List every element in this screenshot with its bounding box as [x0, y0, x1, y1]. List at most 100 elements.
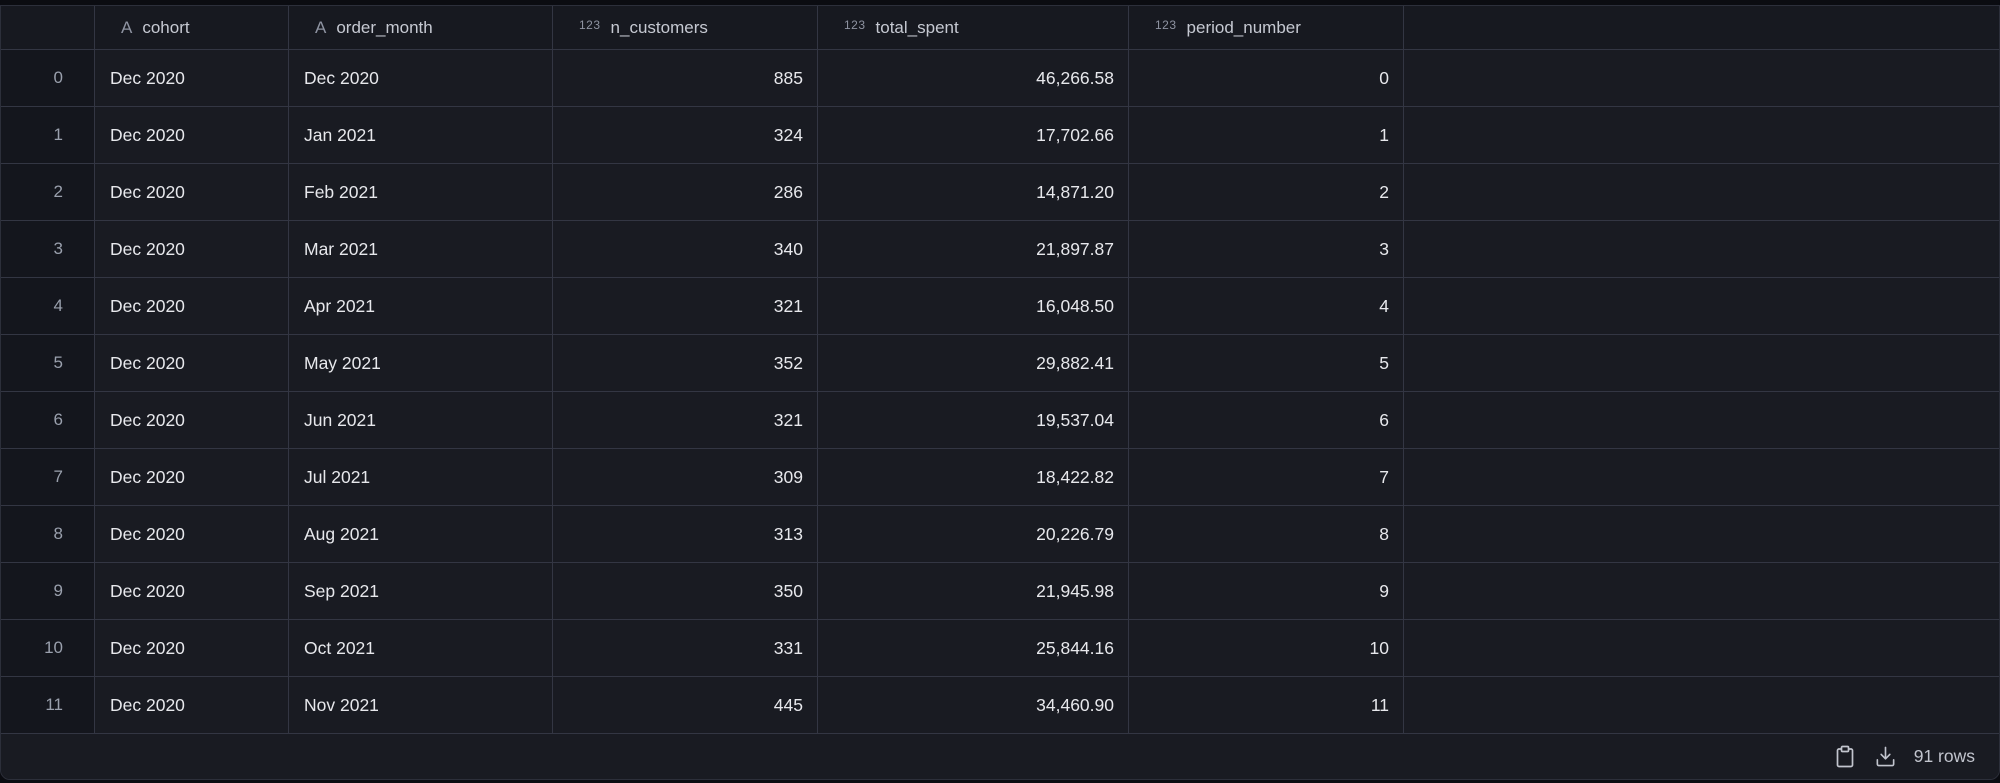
filler-cell [1404, 278, 1999, 334]
period-number-cell[interactable]: 1 [1129, 107, 1404, 163]
total-spent-cell[interactable]: 21,945.98 [818, 563, 1129, 619]
total-spent-cell[interactable]: 18,422.82 [818, 449, 1129, 505]
cohort-cell[interactable]: Dec 2020 [95, 164, 289, 220]
order-month-cell[interactable]: Jun 2021 [289, 392, 553, 448]
period-number-cell[interactable]: 2 [1129, 164, 1404, 220]
order-month-cell[interactable]: Feb 2021 [289, 164, 553, 220]
order-month-cell[interactable]: Nov 2021 [289, 677, 553, 733]
period-number-cell[interactable]: 0 [1129, 50, 1404, 106]
row-index-cell: 5 [1, 335, 95, 391]
table-row: 9 Dec 2020 Sep 2021 350 21,945.98 9 [1, 563, 1999, 620]
header-label-total-spent: total_spent [875, 17, 959, 37]
copy-button[interactable] [1832, 744, 1858, 770]
header-label-n-customers: n_customers [610, 17, 708, 37]
total-spent-cell[interactable]: 17,702.66 [818, 107, 1129, 163]
header-cohort[interactable]: A cohort [95, 6, 289, 49]
table-header: A cohort A order_month 123 n_customers 1… [1, 6, 1999, 50]
n-customers-cell[interactable]: 340 [553, 221, 818, 277]
cohort-cell[interactable]: Dec 2020 [95, 392, 289, 448]
total-spent-cell[interactable]: 29,882.41 [818, 335, 1129, 391]
order-month-cell[interactable]: Dec 2020 [289, 50, 553, 106]
cohort-cell[interactable]: Dec 2020 [95, 335, 289, 391]
n-customers-cell[interactable]: 885 [553, 50, 818, 106]
header-n-customers[interactable]: 123 n_customers [553, 6, 818, 49]
table-row: 0 Dec 2020 Dec 2020 885 46,266.58 0 [1, 50, 1999, 107]
table-row: 10 Dec 2020 Oct 2021 331 25,844.16 10 [1, 620, 1999, 677]
order-month-cell[interactable]: Jan 2021 [289, 107, 553, 163]
number-type-icon: 123 [579, 17, 601, 32]
table-row: 8 Dec 2020 Aug 2021 313 20,226.79 8 [1, 506, 1999, 563]
row-index-cell: 1 [1, 107, 95, 163]
n-customers-cell[interactable]: 309 [553, 449, 818, 505]
period-number-cell[interactable]: 7 [1129, 449, 1404, 505]
row-index-cell: 2 [1, 164, 95, 220]
header-period-number[interactable]: 123 period_number [1129, 6, 1404, 49]
period-number-cell[interactable]: 3 [1129, 221, 1404, 277]
cohort-cell[interactable]: Dec 2020 [95, 677, 289, 733]
table-row: 3 Dec 2020 Mar 2021 340 21,897.87 3 [1, 221, 1999, 278]
n-customers-cell[interactable]: 324 [553, 107, 818, 163]
row-index-cell: 9 [1, 563, 95, 619]
period-number-cell[interactable]: 11 [1129, 677, 1404, 733]
filler-cell [1404, 506, 1999, 562]
download-button[interactable] [1873, 744, 1899, 770]
total-spent-cell[interactable]: 20,226.79 [818, 506, 1129, 562]
total-spent-cell[interactable]: 34,460.90 [818, 677, 1129, 733]
number-type-icon: 123 [844, 17, 866, 32]
table-row: 5 Dec 2020 May 2021 352 29,882.41 5 [1, 335, 1999, 392]
cohort-cell[interactable]: Dec 2020 [95, 278, 289, 334]
clipboard-icon [1834, 745, 1856, 769]
order-month-cell[interactable]: Jul 2021 [289, 449, 553, 505]
order-month-cell[interactable]: Aug 2021 [289, 506, 553, 562]
total-spent-cell[interactable]: 46,266.58 [818, 50, 1129, 106]
filler-cell [1404, 449, 1999, 505]
table-row: 11 Dec 2020 Nov 2021 445 34,460.90 11 [1, 677, 1999, 734]
period-number-cell[interactable]: 10 [1129, 620, 1404, 676]
n-customers-cell[interactable]: 286 [553, 164, 818, 220]
total-spent-cell[interactable]: 21,897.87 [818, 221, 1129, 277]
table-row: 7 Dec 2020 Jul 2021 309 18,422.82 7 [1, 449, 1999, 506]
cohort-cell[interactable]: Dec 2020 [95, 506, 289, 562]
filler-cell [1404, 50, 1999, 106]
period-number-cell[interactable]: 8 [1129, 506, 1404, 562]
row-index-cell: 4 [1, 278, 95, 334]
total-spent-cell[interactable]: 14,871.20 [818, 164, 1129, 220]
header-filler-cell [1404, 6, 1999, 49]
n-customers-cell[interactable]: 321 [553, 278, 818, 334]
order-month-cell[interactable]: Sep 2021 [289, 563, 553, 619]
total-spent-cell[interactable]: 16,048.50 [818, 278, 1129, 334]
header-index-cell [1, 6, 95, 49]
cohort-cell[interactable]: Dec 2020 [95, 620, 289, 676]
cohort-cell[interactable]: Dec 2020 [95, 107, 289, 163]
cohort-cell[interactable]: Dec 2020 [95, 563, 289, 619]
cohort-cell[interactable]: Dec 2020 [95, 50, 289, 106]
filler-cell [1404, 335, 1999, 391]
cohort-cell[interactable]: Dec 2020 [95, 449, 289, 505]
row-index-cell: 11 [1, 677, 95, 733]
period-number-cell[interactable]: 6 [1129, 392, 1404, 448]
data-table: A cohort A order_month 123 n_customers 1… [0, 5, 2000, 780]
n-customers-cell[interactable]: 445 [553, 677, 818, 733]
period-number-cell[interactable]: 4 [1129, 278, 1404, 334]
header-total-spent[interactable]: 123 total_spent [818, 6, 1129, 49]
total-spent-cell[interactable]: 19,537.04 [818, 392, 1129, 448]
total-spent-cell[interactable]: 25,844.16 [818, 620, 1129, 676]
cohort-cell[interactable]: Dec 2020 [95, 221, 289, 277]
table-body: 0 Dec 2020 Dec 2020 885 46,266.58 0 1 De… [1, 50, 1999, 734]
n-customers-cell[interactable]: 331 [553, 620, 818, 676]
header-label-period-number: period_number [1186, 17, 1301, 37]
period-number-cell[interactable]: 9 [1129, 563, 1404, 619]
period-number-cell[interactable]: 5 [1129, 335, 1404, 391]
n-customers-cell[interactable]: 352 [553, 335, 818, 391]
n-customers-cell[interactable]: 350 [553, 563, 818, 619]
n-customers-cell[interactable]: 313 [553, 506, 818, 562]
row-count: 91 rows [1913, 746, 1975, 766]
n-customers-cell[interactable]: 321 [553, 392, 818, 448]
number-type-icon: 123 [1155, 17, 1177, 32]
order-month-cell[interactable]: Mar 2021 [289, 221, 553, 277]
order-month-cell[interactable]: Apr 2021 [289, 278, 553, 334]
order-month-cell[interactable]: May 2021 [289, 335, 553, 391]
filler-cell [1404, 392, 1999, 448]
order-month-cell[interactable]: Oct 2021 [289, 620, 553, 676]
header-order-month[interactable]: A order_month [289, 6, 553, 49]
